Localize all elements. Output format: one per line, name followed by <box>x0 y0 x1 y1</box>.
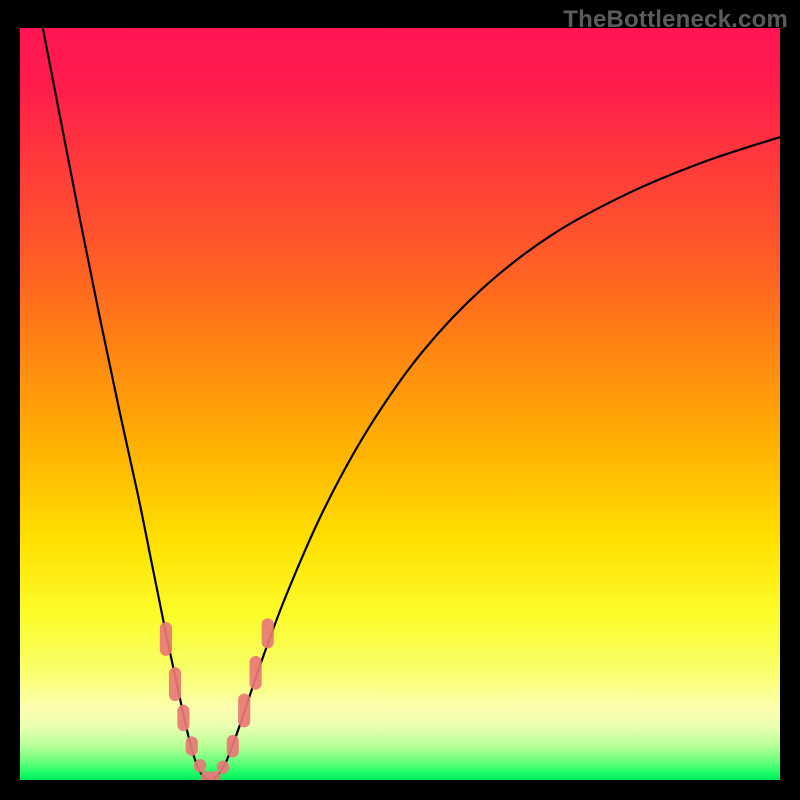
figure-root: TheBottleneck.com <box>0 0 800 800</box>
data-marker <box>250 656 262 690</box>
data-marker <box>208 771 220 782</box>
data-marker <box>169 667 181 701</box>
watermark-text: TheBottleneck.com <box>563 6 788 34</box>
data-marker <box>238 694 250 728</box>
data-marker <box>227 735 239 758</box>
data-marker <box>194 759 206 773</box>
plot-background <box>20 28 780 780</box>
data-marker <box>160 622 172 656</box>
bottleneck-chart <box>0 0 800 800</box>
data-marker <box>217 760 229 774</box>
data-marker <box>262 618 274 648</box>
data-marker <box>177 705 189 731</box>
data-marker <box>186 736 198 756</box>
